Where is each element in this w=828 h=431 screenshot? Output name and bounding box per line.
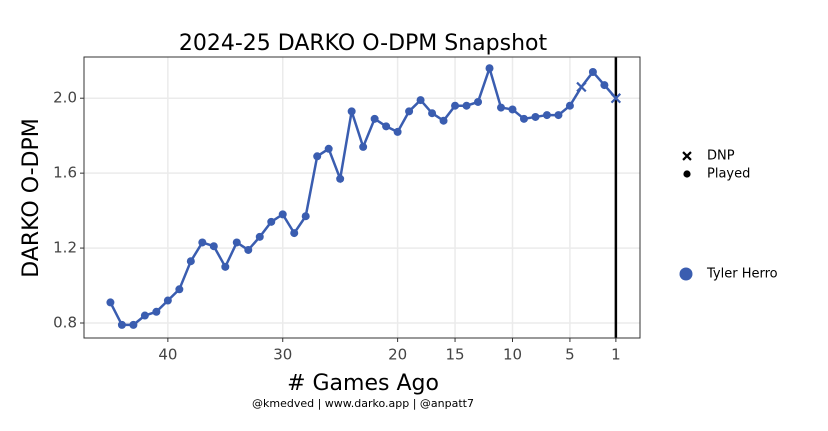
line: [109, 64, 617, 327]
marker: [129, 320, 138, 329]
chart-title: 2024-25 DARKO O-DPM Snapshot: [179, 31, 548, 56]
marker: [393, 127, 402, 136]
marker: [336, 174, 345, 183]
marker: [324, 144, 333, 153]
marker: [313, 152, 322, 161]
marker: [301, 212, 310, 221]
x-tick-label: 15: [446, 346, 465, 364]
y-tick-label: 1.2: [53, 239, 77, 257]
x-axis-label: # Games Ago: [287, 371, 439, 396]
marker-cross: [576, 81, 587, 93]
y-tick-label: 1.6: [53, 164, 77, 182]
marker: [382, 122, 391, 131]
marker: [474, 97, 483, 106]
x-tick-label: 30: [273, 346, 292, 364]
marker-cross: [682, 151, 692, 161]
y-axis-label: DARKO O-DPM: [19, 118, 44, 277]
marker: [267, 217, 276, 226]
marker-cross: [610, 93, 622, 104]
marker: [140, 311, 149, 320]
marker: [451, 101, 460, 110]
marker: [152, 307, 161, 316]
caption: @kmedved | www.darko.app | @anpatt7: [252, 397, 474, 410]
marker: [683, 170, 691, 178]
marker: [588, 67, 597, 76]
y-tick-label: 2.0: [53, 89, 77, 107]
marker: [531, 112, 540, 121]
marker: [542, 111, 551, 120]
marker: [519, 114, 528, 123]
marker: [278, 210, 287, 219]
marker: [232, 238, 241, 247]
marker: [462, 101, 471, 110]
marker: [221, 262, 230, 271]
marker: [359, 142, 368, 151]
legend-label: Played: [707, 167, 750, 182]
marker: [416, 96, 425, 105]
legend-label: DNP: [707, 149, 735, 164]
marker: [117, 320, 126, 329]
marker: [255, 232, 264, 241]
marker: [405, 107, 414, 116]
marker: [163, 296, 172, 305]
marker: [600, 81, 609, 90]
x-tick-label: 5: [565, 346, 575, 364]
marker: [198, 238, 207, 247]
marker: [244, 245, 253, 254]
marker: [347, 107, 356, 116]
legend-label: Tyler Herro: [706, 267, 778, 282]
marker: [106, 298, 115, 307]
marker: [508, 105, 517, 114]
marker: [186, 257, 195, 266]
x-tick-label: 10: [503, 346, 522, 364]
marker: [209, 242, 218, 251]
x-tick-label: 1: [611, 346, 621, 364]
x-tick-label: 20: [388, 346, 407, 364]
marker: [175, 285, 184, 294]
y-tick-label: 0.8: [53, 314, 77, 332]
marker: [439, 116, 448, 125]
legend-swatch: [679, 267, 693, 281]
marker: [554, 111, 563, 120]
marker: [497, 103, 505, 112]
marker: [485, 64, 494, 73]
marker: [290, 229, 299, 238]
marker: [370, 114, 379, 123]
x-tick-label: 40: [158, 346, 177, 364]
marker: [565, 101, 574, 110]
marker: [428, 109, 437, 118]
panel-border: [83, 56, 641, 339]
